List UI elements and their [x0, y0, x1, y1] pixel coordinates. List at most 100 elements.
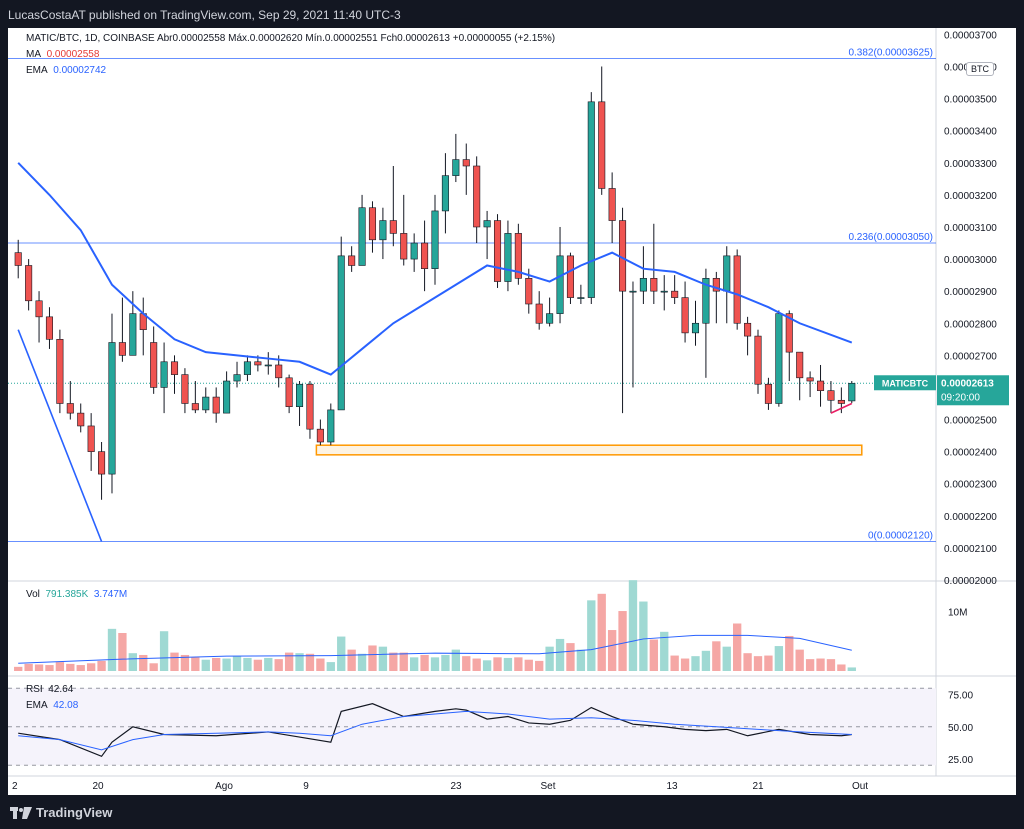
legend-rsi-ema: EMA 42.08 [26, 700, 78, 711]
legend-ma-label: MA [26, 49, 41, 60]
volume-bar [618, 611, 627, 671]
candle-up [556, 255, 564, 314]
candle-up [587, 101, 595, 298]
candle-up [660, 290, 668, 293]
legend-rsi-ema-label: EMA [26, 700, 48, 711]
volume-bar [253, 659, 263, 671]
candle-down [150, 342, 158, 388]
volume-bar [524, 659, 533, 671]
chart-svg[interactable]: 0.000037000.000036000.000035000.00003400… [8, 28, 1016, 795]
volume-bar [753, 656, 763, 671]
candle-down [462, 159, 470, 167]
candle-down [827, 390, 835, 401]
candle-down [212, 396, 220, 414]
date-tick-label: Out [852, 781, 868, 792]
volume-bar [378, 646, 388, 671]
volume-bar [472, 658, 481, 671]
volume-bar [743, 653, 752, 671]
volume-bar [139, 654, 148, 671]
volume-bar [107, 628, 117, 671]
candle-down [306, 383, 314, 430]
price-tick-label: 0.00002900 [944, 287, 997, 298]
volume-bar [337, 636, 346, 671]
volume-bar [847, 667, 856, 671]
date-tick-label: 9 [303, 781, 309, 792]
candle-down [25, 265, 33, 302]
candle-down [514, 233, 522, 279]
symbol-tag-label: MATICBTC [882, 378, 929, 388]
volume-bar [597, 593, 606, 671]
candle-down [181, 374, 189, 404]
volume-bar [34, 664, 44, 671]
candle-down [45, 316, 53, 340]
candle-down [671, 290, 679, 298]
volume-bar [837, 664, 846, 671]
candle-down [733, 255, 741, 324]
candle-up [129, 313, 137, 356]
price-tick-label: 0.00002700 [944, 351, 997, 362]
candle-down [66, 403, 74, 414]
volume-bar [86, 663, 96, 671]
volume-bar [535, 660, 544, 671]
candle-down [525, 278, 533, 305]
footer-brand: TradingView [36, 805, 113, 820]
volume-tick-label: 10M [948, 608, 967, 619]
candle-down [493, 220, 502, 282]
candle-up [452, 159, 460, 176]
volume-bar [347, 649, 356, 671]
volume-bar [722, 646, 731, 671]
candle-down [400, 233, 408, 260]
candle-up [160, 361, 168, 388]
candle-down [118, 342, 126, 356]
candle-up [202, 396, 210, 411]
volume-bar [785, 635, 794, 671]
legend-ma-value: 0.00002558 [46, 49, 100, 60]
volume-bar [451, 649, 461, 671]
candle-down [254, 361, 262, 366]
candle-down [796, 351, 804, 379]
volume-bar [441, 654, 450, 671]
date-tick-label: 20 [92, 781, 104, 792]
legend-ema-label: EMA [26, 65, 48, 76]
volume-bar [232, 656, 242, 671]
price-tick-label: 0.00003500 [944, 95, 997, 106]
volume-bar [733, 623, 742, 671]
volume-bar [222, 658, 231, 671]
date-tick-label: Set [540, 781, 555, 792]
candle-up [546, 313, 554, 324]
candle-down [598, 101, 606, 189]
volume-bar [128, 653, 137, 671]
volume-bar [680, 658, 690, 671]
volume-bar [555, 638, 565, 671]
price-tick-label: 0.00002200 [944, 512, 997, 523]
volume-bar [191, 657, 200, 671]
legend-rsi-ema-value: 42.08 [53, 700, 79, 711]
price-tick-label: 0.00003200 [944, 191, 997, 202]
date-tick-label: 23 [450, 781, 462, 792]
volume-bar [243, 657, 252, 671]
volume-bar [712, 641, 721, 671]
candle-up [410, 242, 418, 260]
candle-down [473, 165, 481, 228]
candle-down [806, 377, 814, 382]
candle-down [275, 364, 283, 379]
volume-bar [826, 659, 836, 671]
volume-bar [212, 657, 221, 671]
volume-bar [545, 646, 554, 671]
price-tick-label: 0.00002300 [944, 480, 997, 491]
candle-up [327, 409, 335, 443]
rsi-line [18, 703, 852, 758]
volume-bar [274, 659, 283, 671]
candle-up [379, 220, 387, 241]
volume-bar [503, 657, 513, 671]
chart-area[interactable]: 0.000037000.000036000.000035000.00003400… [8, 28, 1016, 795]
volume-bar [180, 654, 190, 671]
volume-bar [24, 663, 33, 671]
candle-down [191, 403, 199, 411]
volume-ma-line [18, 634, 852, 664]
rsi-tick-label: 25.00 [948, 755, 973, 766]
last-price-tag-bg [937, 375, 1009, 406]
volume-bar [97, 660, 106, 671]
candle-up [264, 364, 272, 367]
currency-badge[interactable]: BTC [966, 62, 994, 76]
